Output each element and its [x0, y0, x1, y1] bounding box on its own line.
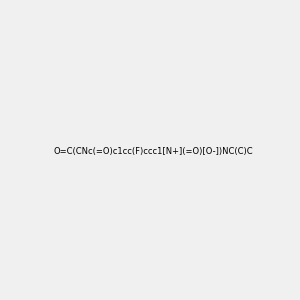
Text: O=C(CNc(=O)c1cc(F)ccc1[N+](=O)[O-])NC(C)C: O=C(CNc(=O)c1cc(F)ccc1[N+](=O)[O-])NC(C)…: [54, 147, 254, 156]
